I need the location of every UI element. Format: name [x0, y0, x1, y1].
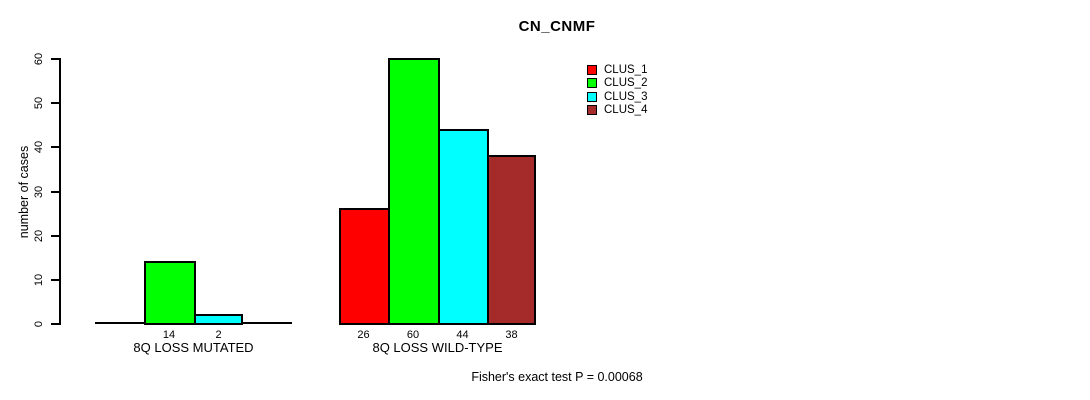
bar-value-label: 14 [162, 329, 176, 341]
y-axis-line [59, 58, 61, 325]
y-axis-tick [51, 235, 59, 237]
y-axis-tick [51, 191, 59, 193]
y-tick-label: 30 [33, 185, 45, 199]
chart-title: CN_CNMF [518, 18, 596, 35]
bar-value-label: 44 [456, 329, 469, 341]
y-tick-label: 0 [33, 320, 45, 328]
bar-clus_3-group1 [194, 314, 243, 325]
y-tick-label: 40 [33, 140, 45, 154]
y-tick-label: 60 [33, 52, 45, 66]
y-tick-label: 10 [33, 273, 45, 287]
bar-value-label: 60 [406, 329, 420, 341]
bar-value-label: 2 [215, 329, 222, 341]
x-category-label: 8Q LOSS MUTATED [133, 340, 254, 355]
y-tick-label: 20 [33, 229, 45, 243]
bar-clus_2-group2 [388, 58, 440, 325]
bar-clus_3-group2 [438, 129, 489, 325]
y-axis-tick [51, 58, 59, 60]
bar-clus_4-group2 [487, 155, 536, 325]
y-axis-tick [51, 323, 59, 325]
stat-annotation: Fisher's exact test P = 0.00068 [471, 370, 643, 384]
y-axis-tick [51, 146, 59, 148]
bar-value-label: 38 [505, 329, 518, 341]
bar-value-label: 26 [357, 329, 370, 341]
x-category-label: 8Q LOSS WILD-TYPE [372, 340, 503, 355]
y-axis-tick [51, 279, 59, 281]
y-tick-label: 50 [33, 96, 45, 110]
y-axis-tick [51, 102, 59, 104]
bar-clus_2-group1 [144, 261, 196, 325]
bar-clus_1-group2 [339, 208, 390, 325]
